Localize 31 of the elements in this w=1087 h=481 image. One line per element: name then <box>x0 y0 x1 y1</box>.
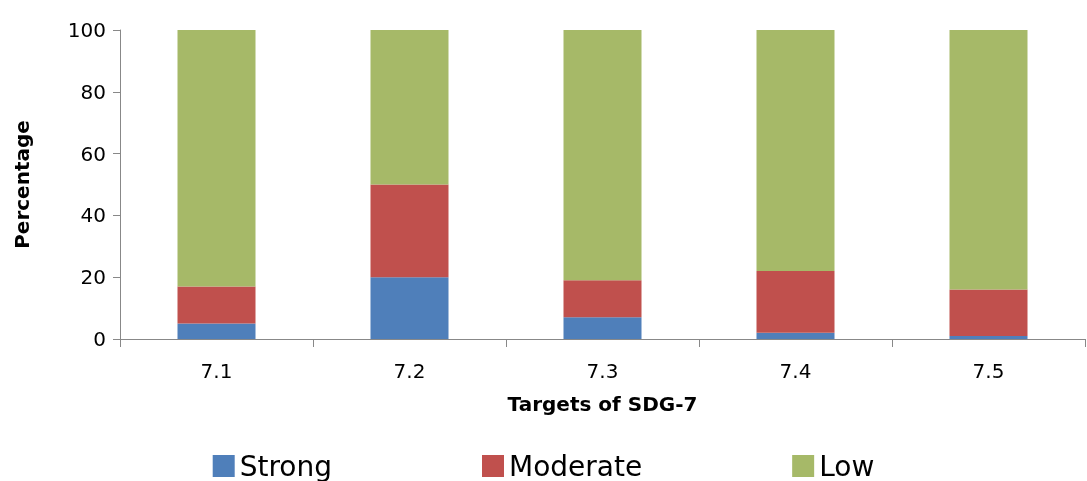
x-tick-label: 7.2 <box>393 359 426 383</box>
legend-label: Moderate <box>509 449 643 481</box>
bar <box>949 30 1028 290</box>
bar <box>756 271 835 333</box>
y-tick-label: 40 <box>80 203 106 228</box>
y-tick-label: 100 <box>67 18 106 42</box>
bar <box>370 277 449 339</box>
y-tick-label: 0 <box>93 327 106 351</box>
x-tick-label: 7.1 <box>200 359 233 383</box>
bar <box>370 30 449 185</box>
legend-label: Low <box>819 449 875 481</box>
bar <box>563 30 642 281</box>
bar <box>177 286 256 324</box>
x-tick-label: 7.3 <box>586 359 619 383</box>
x-axis-title: Targets of SDG-7 <box>507 392 698 416</box>
bar <box>177 30 256 287</box>
bar <box>563 317 642 339</box>
bar <box>949 289 1028 336</box>
bar <box>177 323 256 339</box>
legend-label: Strong <box>239 449 333 481</box>
bar <box>756 332 835 339</box>
y-axis-title: Percentage <box>10 120 34 249</box>
y-tick-label: 80 <box>80 79 106 104</box>
x-tick-label: 7.4 <box>779 359 812 383</box>
bar <box>949 335 1028 339</box>
y-tick-label: 60 <box>80 141 106 166</box>
y-tick-label: 20 <box>80 265 106 290</box>
x-tick-label: 7.5 <box>972 359 1005 383</box>
bar <box>563 280 642 318</box>
bar <box>370 184 449 278</box>
bar <box>756 30 835 272</box>
